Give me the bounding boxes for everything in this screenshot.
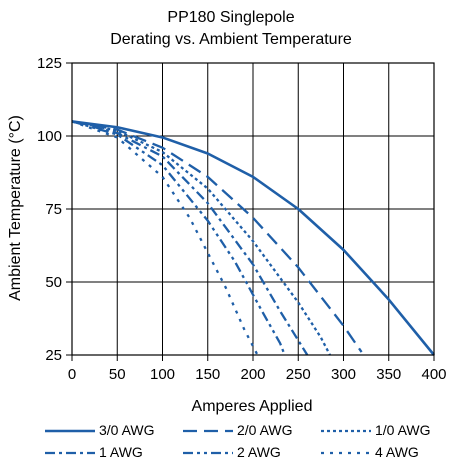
x-tick-label: 150 — [195, 366, 220, 383]
x-tick-label: 50 — [109, 366, 126, 383]
chart-subtitle: Derating vs. Ambient Temperature — [110, 31, 352, 48]
series-line-3 — [71, 120, 331, 356]
y-tick-label: 50 — [45, 274, 62, 291]
x-tick-label: 350 — [376, 366, 401, 383]
legend-label-4: 1 AWG — [99, 444, 143, 460]
legend-label-3: 1/0 AWG — [375, 422, 431, 438]
chart-title: PP180 Singlepole — [167, 9, 294, 26]
y-tick-label: 125 — [37, 55, 62, 72]
x-tick-label: 200 — [240, 366, 265, 383]
legend-label-5: 2 AWG — [237, 444, 281, 460]
series-line-1 — [71, 120, 436, 356]
x-axis-label: Amperes Applied — [192, 398, 313, 415]
y-axis-label: Ambient Temperature (°C) — [7, 115, 24, 301]
series-layer — [71, 120, 436, 356]
legend-label-1: 3/0 AWG — [99, 422, 155, 438]
x-tick-label: 250 — [286, 366, 311, 383]
y-tick-label: 100 — [37, 128, 62, 145]
legend-layer: 3/0 AWG 2/0 AWG 1/0 AWG 1 AWG 2 AWG 4 AWG — [45, 422, 431, 460]
series-line-2 — [71, 120, 363, 353]
ticks-layer: 0 50 100 150 200 250 300 350 400 25 50 75 100 125 — [37, 55, 447, 383]
x-tick-label: 300 — [331, 366, 356, 383]
series-line-5 — [71, 120, 286, 356]
series-line-4 — [71, 120, 309, 356]
x-tick-label: 400 — [421, 366, 446, 383]
grid-layer — [72, 63, 434, 355]
legend-label-6: 4 AWG — [375, 444, 419, 460]
legend-label-2: 2/0 AWG — [237, 422, 293, 438]
x-tick-label: 100 — [150, 366, 175, 383]
y-tick-label: 25 — [45, 347, 62, 364]
x-tick-label: 0 — [68, 366, 76, 383]
y-tick-label: 75 — [45, 201, 62, 218]
series-line-6 — [71, 120, 259, 356]
